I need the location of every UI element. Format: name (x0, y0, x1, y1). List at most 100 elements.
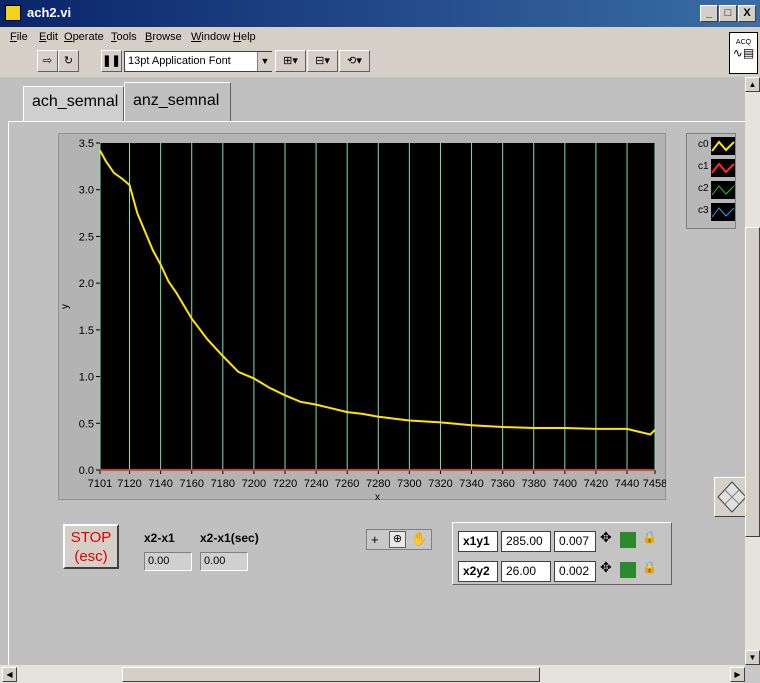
legend-label: c2 (698, 183, 709, 194)
cursor-move-diamond-button[interactable] (714, 477, 750, 517)
y-tick-label: 1.0 (79, 372, 94, 384)
cursor-2-y[interactable]: 0.002 (554, 561, 596, 582)
x-tick-label: 7440 (615, 478, 639, 490)
cursor-1-label[interactable]: x1y1 (458, 531, 498, 552)
y-axis-label: y (60, 304, 71, 309)
stop-label: STOP (70, 529, 112, 546)
run-arrow-icon[interactable]: ⇨ (37, 50, 58, 72)
legend-swatch-icon (711, 137, 735, 155)
stop-button[interactable]: STOP (esc) (63, 524, 119, 569)
distribute-objects-icon[interactable]: ⊟▾ (307, 50, 338, 72)
cursor-2-x[interactable]: 26.00 (501, 561, 551, 582)
menu-mnemonic: F (10, 31, 17, 43)
menu-browse[interactable]: Browse (145, 31, 182, 43)
align-objects-icon[interactable]: ⊞▾ (275, 50, 306, 72)
minimize-button[interactable]: _ (700, 5, 718, 22)
maximize-button[interactable]: □ (719, 5, 737, 22)
legend-label: c3 (698, 205, 709, 216)
menu-mnemonic: W (191, 31, 202, 43)
horizontal-scrollbar[interactable]: ◀ ▶ (0, 665, 745, 683)
x-axis-label: x (375, 492, 380, 500)
menu-mnemonic: H (233, 31, 241, 43)
menu-mnemonic: T (111, 31, 117, 43)
chart-svg: 7101 7120 7140 7160 7180 7200 7220 7240 7260 7280… (60, 138, 666, 500)
x-tick-label: 7120 (117, 478, 141, 490)
cursor-style-icon[interactable] (620, 532, 636, 548)
cursor-style-icon[interactable] (620, 562, 636, 578)
legend-item-c3[interactable]: c3 (689, 202, 735, 222)
menu-help[interactable]: Help (233, 31, 256, 43)
menu-mnemonic: O (64, 31, 73, 43)
waveform-icon: ∿▤ (732, 46, 755, 60)
window-title: ach2.vi (27, 5, 72, 20)
lock-icon[interactable]: 🔒 (642, 560, 657, 574)
x-tick-label: 7200 (242, 478, 266, 490)
x-tick-label: 7400 (553, 478, 577, 490)
y-tick-label: 2.5 (79, 231, 94, 243)
close-button[interactable]: X (738, 5, 756, 22)
menu-edit[interactable]: Edit (39, 31, 58, 43)
tab-ach-semnal[interactable]: ach_semnal (23, 86, 124, 122)
legend-swatch-icon (711, 203, 735, 221)
y-tick-label: 0.0 (79, 465, 94, 477)
cursor-move-icon[interactable]: ✥ (600, 529, 612, 545)
menu-window[interactable]: Window (191, 31, 231, 43)
plot-legend[interactable]: c0 c1 c2 c3 (686, 133, 736, 229)
reorder-icon[interactable]: ⟲▾ (339, 50, 370, 72)
menu-tools[interactable]: Tools (111, 31, 137, 43)
lock-icon[interactable]: 🔒 (642, 530, 657, 544)
crosshair-icon[interactable]: + (371, 532, 379, 547)
stop-shortcut: (esc) (74, 548, 108, 565)
x-tick-label: 7101 (88, 478, 112, 490)
legend-item-c0[interactable]: c0 (689, 136, 735, 156)
legend-label: c1 (698, 161, 709, 172)
pause-icon[interactable]: ❚❚ (101, 50, 122, 72)
x-tick-label: 7180 (211, 478, 235, 490)
series-c0-line (99, 150, 656, 436)
scroll-down-icon[interactable]: ▼ (745, 650, 760, 665)
zoom-icon[interactable]: ⊕ (389, 531, 406, 548)
horizontal-scroll-thumb[interactable] (122, 667, 540, 682)
scroll-up-icon[interactable]: ▲ (745, 77, 760, 92)
legend-label: c0 (698, 139, 709, 150)
cursor-2-label[interactable]: x2y2 (458, 561, 498, 582)
tab-body (8, 121, 745, 665)
diamond-icon (717, 481, 747, 513)
menu-bar (0, 27, 760, 47)
acq-label: ACQ (735, 39, 752, 46)
x-tick-label: 7380 (521, 478, 545, 490)
x-tick-label: 7160 (179, 478, 203, 490)
cursor-legend: x1y1 285.00 0.007 ✥ 🔒 x2y2 26.00 0.002 ✥… (452, 522, 672, 585)
y-tick-label: 1.5 (79, 325, 94, 337)
x-tick-label: 7340 (459, 478, 483, 490)
vertical-scrollbar[interactable]: ▲ ▼ (745, 77, 760, 665)
cursor-1-y[interactable]: 0.007 (554, 531, 596, 552)
x-tick-label: 7260 (335, 478, 359, 490)
menu-mnemonic: E (39, 31, 47, 43)
x-tick-label: 7320 (428, 478, 452, 490)
x-tick-label: 7300 (397, 478, 421, 490)
diff-sec-label: x2-x1(sec) (200, 531, 259, 545)
font-select[interactable]: 13pt Application Font (124, 51, 272, 72)
scroll-right-icon[interactable]: ▶ (730, 667, 745, 682)
hand-icon[interactable]: ✋ (411, 531, 428, 546)
diff-sec-indicator: 0.00 (200, 552, 248, 571)
vertical-scroll-thumb[interactable] (745, 227, 760, 537)
plot-area (100, 143, 655, 470)
tab-anz-semnal[interactable]: anz_semnal (124, 82, 231, 122)
y-tick-label: 0.5 (79, 418, 94, 430)
menu-operate[interactable]: Operate (64, 31, 104, 43)
scroll-left-icon[interactable]: ◀ (2, 667, 17, 682)
cursor-1-x[interactable]: 285.00 (501, 531, 551, 552)
x-tick-label: 7360 (490, 478, 514, 490)
run-continuously-icon[interactable]: ↻ (58, 50, 79, 72)
legend-item-c1[interactable]: c1 (689, 158, 735, 178)
legend-swatch-icon (711, 159, 735, 177)
cursor-move-icon[interactable]: ✥ (600, 559, 612, 575)
vi-icon (5, 5, 21, 21)
chevron-down-icon[interactable]: ▼ (257, 52, 272, 71)
legend-item-c2[interactable]: c2 (689, 180, 735, 200)
x-tick-label: 7280 (366, 478, 390, 490)
vi-connector-icon: ACQ ∿▤ (729, 32, 758, 74)
menu-file[interactable]: File (10, 31, 28, 43)
